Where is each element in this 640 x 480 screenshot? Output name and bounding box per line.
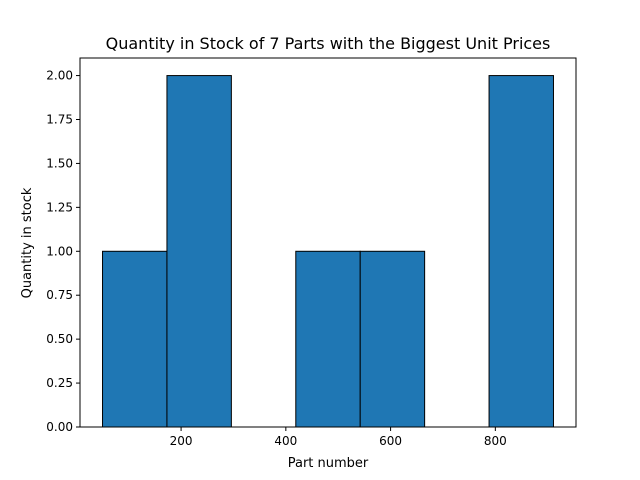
y-tick-label: 2.00	[46, 69, 73, 83]
y-tick-label: 1.75	[46, 113, 73, 127]
y-tick-label: 1.25	[46, 200, 73, 214]
chart-title: Quantity in Stock of 7 Parts with the Bi…	[106, 34, 551, 53]
histogram-bar-0	[102, 250, 168, 428]
x-tick-label: 800	[484, 434, 507, 448]
x-tick-label: 600	[379, 434, 402, 448]
y-tick-label: 1.50	[46, 156, 73, 170]
bars-group	[102, 75, 554, 428]
x-tick-label: 200	[170, 434, 193, 448]
histogram-bar-1	[166, 75, 232, 428]
y-axis-ticks: 0.00 0.25 0.50 0.75 1.00 1.25 1.50 1.75 2.00	[46, 69, 80, 434]
y-axis-label: Quantity in stock	[20, 187, 35, 298]
x-tick-label: 400	[274, 434, 297, 448]
y-tick-label: 0.00	[46, 420, 73, 434]
plot-frame	[79, 57, 577, 428]
histogram-bar-6	[488, 75, 554, 428]
histogram-bar-4	[359, 250, 426, 428]
x-axis-label: Part number	[288, 456, 369, 471]
x-axis-ticks: 200 400 600 800	[170, 427, 507, 448]
histogram-bar-3	[295, 250, 361, 428]
y-tick-label: 1.00	[46, 244, 73, 258]
y-tick-label: 0.25	[46, 376, 73, 390]
y-tick-label: 0.75	[46, 288, 73, 302]
y-tick-label: 0.50	[46, 332, 73, 346]
